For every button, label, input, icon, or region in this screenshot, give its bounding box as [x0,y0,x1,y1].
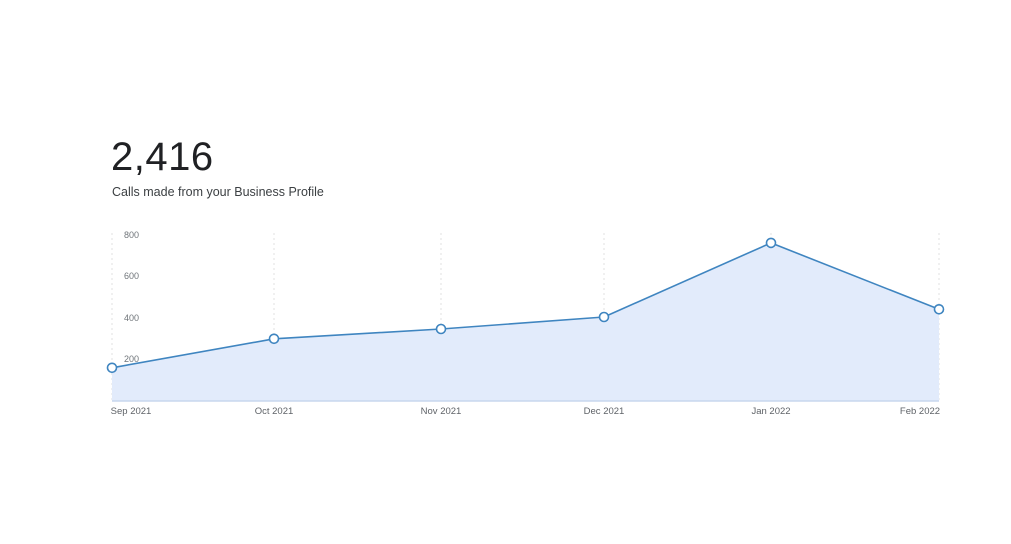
y-tick-400: 400 [124,313,140,323]
chart-subtitle: Calls made from your Business Profile [112,185,324,199]
x-tick-oct-2021: Oct 2021 [254,406,294,417]
x-tick-nov-2021: Nov 2021 [420,406,462,417]
x-tick-sep-2021: Sep 2021 [110,406,152,417]
series-line [111,242,940,369]
x-tick-jan-2022: Jan 2022 [751,406,791,417]
x-tick-dec-2021: Dec 2021 [583,406,625,417]
y-tick-600: 600 [124,271,140,281]
data-point-dec-2021 [598,311,610,323]
x-tick-feb-2022: Feb 2022 [899,406,941,417]
y-tick-200: 200 [124,354,140,364]
y-tick-800: 800 [124,230,140,240]
data-point-oct-2021 [268,333,280,345]
data-point-nov-2021 [435,323,447,335]
area-fill [112,242,939,401]
data-point-jan-2022 [765,237,777,249]
data-point-feb-2022 [933,303,945,315]
total-calls-value: 2,416 [111,135,214,179]
data-point-sep-2021 [106,362,118,374]
